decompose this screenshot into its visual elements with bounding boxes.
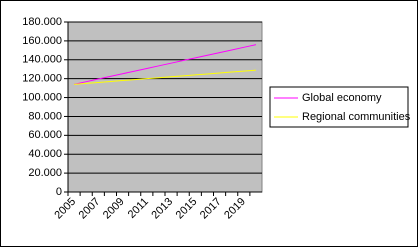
y-tick-label: 160.000 bbox=[22, 35, 62, 47]
legend-label: Global economy bbox=[302, 92, 382, 104]
y-tick-label: 100.000 bbox=[22, 91, 62, 103]
legend-box bbox=[269, 86, 409, 128]
series-line bbox=[73, 44, 257, 85]
legend-label: Regional communities bbox=[302, 111, 411, 123]
y-tick-label: 60.000 bbox=[28, 129, 62, 141]
y-tick-label: 0 bbox=[56, 186, 62, 198]
y-tick-label: 120.000 bbox=[22, 73, 62, 85]
y-tick-label: 180.000 bbox=[22, 16, 62, 28]
plot-area bbox=[67, 21, 263, 193]
y-tick-label: 40.000 bbox=[28, 148, 62, 160]
y-tick-label: 80.000 bbox=[28, 110, 62, 122]
y-tick-label: 140.000 bbox=[22, 54, 62, 66]
y-tick-label: 20.000 bbox=[28, 167, 62, 179]
series-line bbox=[74, 69, 256, 85]
